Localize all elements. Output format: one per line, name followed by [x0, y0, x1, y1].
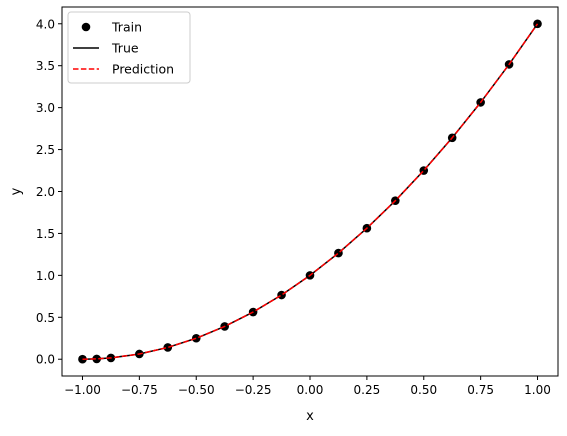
y-tick-label: 2.5 — [36, 143, 55, 157]
train-point — [78, 354, 87, 364]
y-tick-label: 3.0 — [36, 101, 55, 115]
legend-label: Prediction — [112, 62, 174, 77]
y-axis-label: y — [9, 187, 24, 195]
x-tick-label: 1.00 — [524, 383, 551, 397]
x-tick-label: 0.50 — [410, 383, 437, 397]
x-axis-label: x — [306, 409, 314, 424]
x-tick-label: −0.50 — [178, 383, 215, 397]
legend: Train True Prediction — [67, 11, 191, 84]
y-tick-label: 1.0 — [36, 269, 55, 283]
x-tick-label: −0.75 — [121, 383, 158, 397]
train-point — [277, 290, 286, 300]
legend-label: True — [111, 41, 139, 56]
x-tick-label: −0.25 — [235, 383, 272, 397]
train-point — [191, 333, 201, 343]
legend-box — [67, 11, 191, 84]
legend-marker-train — [81, 22, 91, 32]
x-tick-label: 0.00 — [297, 383, 324, 397]
prediction-line — [82, 23, 539, 360]
x-tick-label: 0.25 — [354, 383, 381, 397]
y-axis: 0.0 0.5 1.0 1.5 2.0 2.5 3.0 3.5 4.0 — [36, 17, 62, 367]
y-tick-label: 3.5 — [36, 59, 55, 73]
x-axis: −1.00 −0.75 −0.50 −0.25 0.00 0.25 0.50 0.75 1.00 — [64, 376, 551, 397]
y-tick-label: 4.0 — [36, 17, 55, 31]
x-tick-label: 0.75 — [467, 383, 494, 397]
train-point — [163, 343, 173, 352]
y-tick-label: 0.0 — [36, 353, 55, 367]
legend-label: Train — [111, 20, 142, 35]
y-tick-label: 0.5 — [36, 311, 55, 325]
train-point — [92, 354, 101, 364]
marks-layer — [78, 19, 542, 364]
y-tick-label: 2.0 — [36, 185, 55, 199]
y-tick-label: 1.5 — [36, 227, 55, 241]
x-tick-label: −1.00 — [64, 383, 101, 397]
